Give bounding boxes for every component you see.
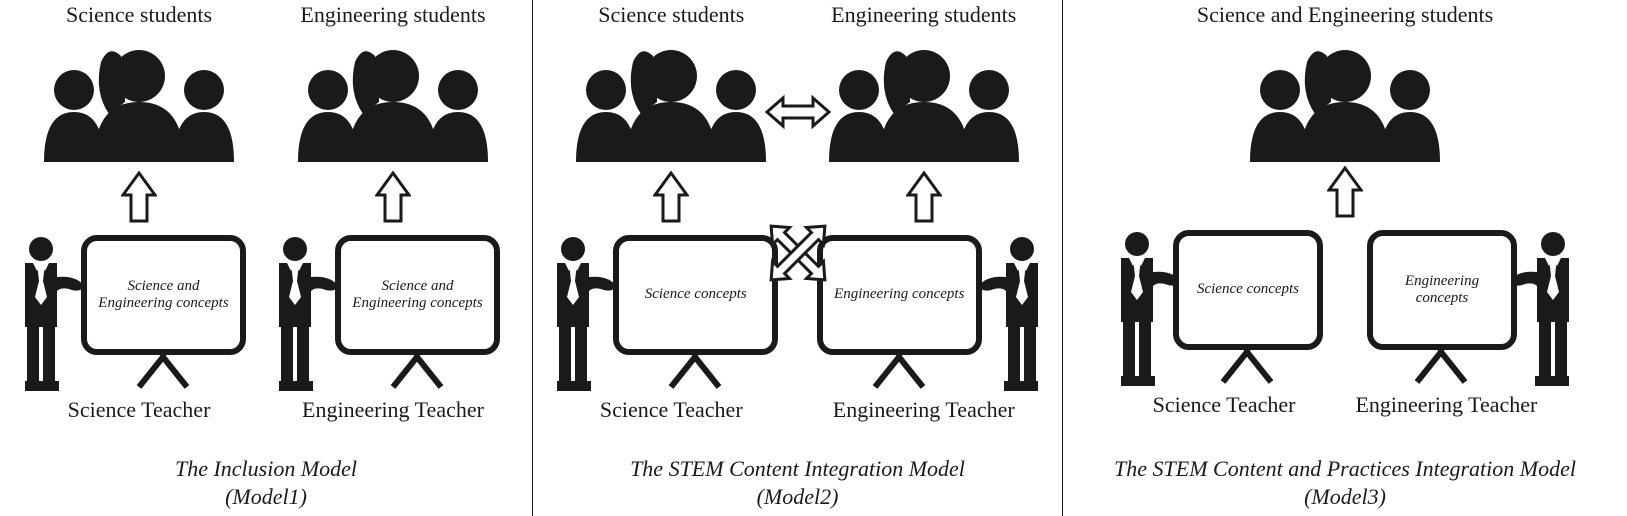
diagram-root: Science students Science and Engineering… [0,0,1627,516]
board-text: Science concepts [645,286,747,303]
teacher-label: Engineering Teacher [273,397,513,423]
board-text: Science concepts [1197,281,1299,298]
board-stand-icon [613,349,778,389]
students-icon [39,32,239,172]
panel-model2: Science students Science concepts Scienc… [532,0,1062,516]
board-stand-icon [1367,344,1517,384]
teacher-label: Science Teacher [19,397,259,423]
students-label: Engineering students [273,2,513,28]
up-arrow-icon [375,171,411,225]
teacher-pair: Science concepts Engineering concepts [1063,220,1627,390]
caption-line2: (Model3) [1304,484,1386,509]
caption-line1: The STEM Content Integration Model [630,456,965,481]
caption-line1: The Inclusion Model [175,456,357,481]
panel-model3: Science and Engineering students Science… [1062,0,1627,516]
teacher-icon [19,235,89,395]
board-stand-icon [335,349,500,389]
board-text: Engineering concepts [1379,273,1505,308]
caption-line2: (Model1) [225,484,307,509]
students-icon [293,32,493,172]
teacher-icon [273,235,343,395]
students-label: Science students [551,2,791,28]
whiteboard: Science and Engineering concepts [335,235,500,355]
board-stand-icon [81,349,246,389]
whiteboard: Science concepts [1173,230,1323,350]
whiteboard: Engineering concepts [1367,230,1517,350]
teacher-block: Science and Engineering concepts [273,225,513,395]
crossed-arrows-icon [753,208,843,298]
teacher-icon [974,235,1044,395]
caption-line1: The STEM Content and Practices Integrati… [1114,456,1576,481]
board-text: Science and Engineering concepts [93,278,234,313]
panel-model1: Science students Science and Engineering… [0,0,532,516]
up-arrow-icon [1327,166,1363,220]
students-icon [1245,32,1445,172]
teacher-icon [551,235,621,395]
up-arrow-icon [653,171,689,225]
teacher-block: Science concepts [1115,220,1345,390]
board-stand-icon [1173,344,1323,384]
board-stand-icon [817,349,982,389]
teacher-block: Science and Engineering concepts [19,225,259,395]
whiteboard: Science and Engineering concepts [81,235,246,355]
teacher-block: Engineering concepts [1345,220,1575,390]
teacher-label: Engineering Teacher [1355,392,1537,418]
p1-right-col: Engineering students Science and Enginee… [273,0,513,423]
bidirectional-arrow-icon [763,92,833,132]
board-text: Science and Engineering concepts [347,278,488,313]
model-caption: The Inclusion Model (Model1) [0,455,532,510]
up-arrow-icon [906,171,942,225]
students-icon [824,32,1024,172]
teacher-label: Science Teacher [1153,392,1296,418]
teacher-label: Engineering Teacher [804,397,1044,423]
model-caption: The STEM Content Integration Model (Mode… [533,455,1062,510]
students-label: Engineering students [804,2,1044,28]
up-arrow-icon [121,171,157,225]
teacher-label: Science Teacher [551,397,791,423]
students-label: Science and Engineering students [1063,2,1627,28]
board-text: Engineering concepts [834,286,964,303]
students-icon [571,32,771,172]
model-caption: The STEM Content and Practices Integrati… [1063,455,1627,510]
caption-line2: (Model2) [757,484,839,509]
students-label: Science students [19,2,259,28]
p1-left-col: Science students Science and Engineering… [19,0,259,423]
teacher-labels: Science Teacher Engineering Teacher [1063,390,1627,418]
